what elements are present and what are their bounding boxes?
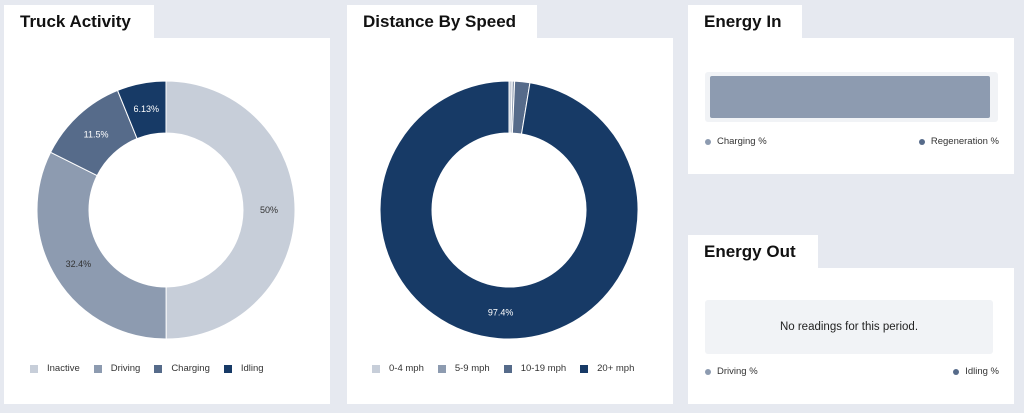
distance-by-speed-legend-label: 5-9 mph xyxy=(454,363,490,374)
truck-activity-legend-swatch xyxy=(30,364,38,373)
no-readings-message: No readings for this period. xyxy=(779,321,919,333)
distance-by-speed-legend: 0-4 mph 5-9 mph 10-19 mph 20+ mph xyxy=(372,363,648,374)
truck-activity-slice-idling[interactable] xyxy=(116,80,167,140)
truck-activity-legend-label: Charging xyxy=(171,363,210,374)
charging-label: Charging % xyxy=(717,136,767,147)
truck-activity-slice-inactive[interactable] xyxy=(165,80,296,340)
distance-by-speed-legend-item[interactable]: 0-4 mph xyxy=(372,363,424,374)
energy-in-title: Energy In xyxy=(688,5,802,39)
distance-by-speed-legend-item[interactable]: 20+ mph xyxy=(580,363,634,374)
truck-activity-legend-label: Driving xyxy=(110,363,141,374)
idling-dot xyxy=(953,368,960,375)
truck-activity-legend-swatch xyxy=(154,364,163,373)
distance-by-speed-slice-20-mph[interactable] xyxy=(379,80,639,340)
truck-activity-slice-driving[interactable] xyxy=(36,151,167,340)
truck-activity-legend-swatch xyxy=(223,364,232,373)
charging-dot xyxy=(705,138,711,145)
energy-out-empty-box: No readings for this period. xyxy=(705,300,993,354)
truck-activity-value-label: 32.4% xyxy=(66,259,92,269)
truck-activity-legend-item[interactable]: Idling xyxy=(223,363,264,374)
energy-in-legend-charging: Charging % xyxy=(705,136,767,147)
regeneration-dot xyxy=(918,138,925,145)
energy-in-legend-regeneration: Regeneration % xyxy=(918,136,999,147)
truck-activity-title: Truck Activity xyxy=(4,5,154,39)
distance-by-speed-title: Distance By Speed xyxy=(347,5,537,39)
distance-by-speed-legend-label: 20+ mph xyxy=(597,363,635,374)
truck-activity-legend-item[interactable]: Charging xyxy=(154,363,210,374)
distance-by-speed-donut: 97.4% xyxy=(379,80,639,340)
truck-activity-value-label: 6.13% xyxy=(134,104,160,114)
distance-by-speed-legend-item[interactable]: 10-19 mph xyxy=(503,363,567,374)
energy-out-legend-driving: Driving % xyxy=(705,366,758,377)
distance-by-speed-legend-label: 10-19 mph xyxy=(520,363,567,374)
truck-activity-value-label: 50% xyxy=(260,205,278,215)
energy-out-title: Energy Out xyxy=(688,235,818,269)
energy-in-bar xyxy=(710,76,990,118)
truck-activity-legend: Inactive Driving Charging Idling xyxy=(30,363,278,374)
distance-by-speed-legend-swatch xyxy=(580,364,589,373)
truck-activity-legend-item[interactable]: Inactive xyxy=(30,363,80,374)
truck-activity-legend-label: Idling xyxy=(240,363,264,374)
distance-by-speed-legend-item[interactable]: 5-9 mph xyxy=(437,363,490,374)
truck-activity-value-label: 11.5% xyxy=(84,129,109,139)
distance-by-speed-legend-swatch xyxy=(503,364,512,373)
regeneration-label: Regeneration % xyxy=(930,136,999,147)
truck-activity-donut: 50% 32.4% 11.5% 6.13% xyxy=(36,80,296,340)
distance-by-speed-legend-swatch xyxy=(372,364,380,373)
driving-label: Driving % xyxy=(717,366,758,377)
distance-by-speed-value-label: 97.4% xyxy=(488,308,514,318)
driving-dot xyxy=(705,368,711,375)
idling-label: Idling % xyxy=(965,366,999,377)
truck-activity-legend-item[interactable]: Driving xyxy=(93,363,141,374)
energy-out-legend-idling: Idling % xyxy=(953,366,999,377)
distance-by-speed-legend-label: 0-4 mph xyxy=(389,363,424,374)
distance-by-speed-legend-swatch xyxy=(437,364,446,373)
truck-activity-legend-swatch xyxy=(93,364,102,373)
truck-activity-legend-label: Inactive xyxy=(47,363,80,374)
